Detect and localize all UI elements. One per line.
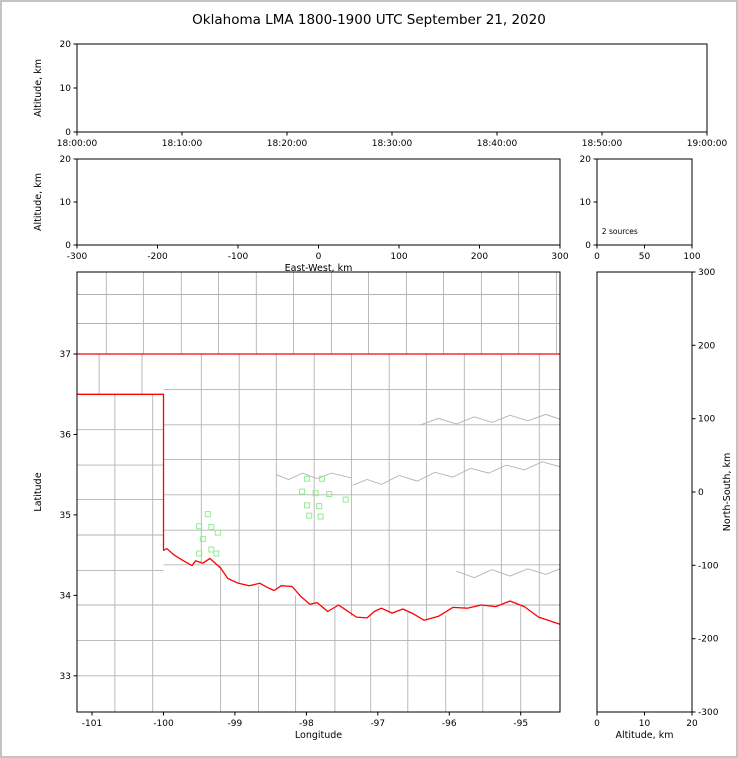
panel-frame bbox=[596, 271, 693, 713]
tick-label: -98 bbox=[299, 719, 314, 729]
lma-source-marker bbox=[342, 496, 349, 503]
tick-label: -100 bbox=[228, 252, 249, 262]
tick-label: -101 bbox=[82, 719, 102, 729]
panel-frame bbox=[76, 158, 561, 246]
panel-frame bbox=[76, 271, 561, 713]
tick-label: 37 bbox=[60, 350, 71, 360]
tick-label: 10 bbox=[580, 198, 592, 208]
tick-label: -100 bbox=[153, 719, 174, 729]
axis-label: East-West, km bbox=[285, 263, 353, 274]
tick-label: 300 bbox=[698, 268, 715, 278]
tick-label: 200 bbox=[471, 252, 488, 262]
tick-label: 0 bbox=[65, 128, 71, 138]
panel-map: -101 -100 -99 -98 -97 -96 -95 33 34 35 36 37 Longitu… bbox=[33, 271, 561, 741]
panel-height_hist: 0 50 100 0 10 20 2 sources bbox=[580, 155, 701, 262]
tick-label: 18:00:00 bbox=[57, 139, 98, 149]
tick-label: -200 bbox=[698, 635, 719, 645]
tick-label: 100 bbox=[683, 252, 700, 262]
tick-label: 200 bbox=[698, 341, 715, 351]
tick-label: 18:50:00 bbox=[582, 139, 623, 149]
lma-source-marker bbox=[319, 475, 326, 482]
lma-source-marker bbox=[196, 550, 203, 557]
lma-source-marker bbox=[316, 503, 323, 510]
tick-label: 0 bbox=[594, 252, 600, 262]
lma-source-marker bbox=[196, 523, 203, 530]
tick-label: 20 bbox=[60, 40, 72, 50]
lma-source-marker bbox=[317, 513, 324, 520]
lma-source-marker bbox=[304, 475, 311, 482]
axis-label: Altitude, km bbox=[33, 59, 44, 117]
axis-label: Altitude, km bbox=[616, 730, 674, 741]
tick-label: 0 bbox=[65, 241, 71, 251]
tick-label: 18:20:00 bbox=[267, 139, 308, 149]
lma-source-marker bbox=[208, 546, 215, 553]
tick-label: 10 bbox=[639, 719, 651, 729]
panel-ew_height: -300 -200 -100 0 100 200 300 0 10 20 East-West, km… bbox=[33, 155, 569, 274]
axis-label: North-South, km bbox=[722, 453, 733, 531]
axis-label: Altitude, km bbox=[33, 173, 44, 231]
lma-source-marker bbox=[208, 524, 215, 530]
lma-source-marker bbox=[204, 511, 211, 518]
tick-label: 100 bbox=[390, 252, 407, 262]
county-boundary-line bbox=[352, 461, 561, 486]
lma-source-marker bbox=[312, 490, 319, 497]
tick-label: 20 bbox=[580, 155, 592, 165]
lma-source-marker bbox=[199, 536, 206, 543]
tick-label: 18:40:00 bbox=[477, 139, 518, 149]
tick-label: -97 bbox=[370, 719, 385, 729]
tick-label: -200 bbox=[147, 252, 168, 262]
lma-source-marker bbox=[306, 512, 313, 519]
tick-label: 0 bbox=[585, 241, 591, 251]
state-border-line bbox=[77, 393, 561, 625]
panel-frame bbox=[76, 43, 708, 133]
tick-label: -96 bbox=[442, 719, 457, 729]
sources-count-label: 2 sources bbox=[602, 227, 638, 236]
tick-label: 20 bbox=[60, 155, 72, 165]
axis-label: Longitude bbox=[295, 730, 342, 741]
tick-label: -100 bbox=[698, 561, 719, 571]
panel-ns_height: 0 10 20-300 -200 -100 0 100 200 300 Altitude, km N… bbox=[594, 268, 733, 741]
tick-label: 20 bbox=[686, 719, 698, 729]
lma-source-marker bbox=[213, 550, 220, 557]
tick-label: 10 bbox=[60, 84, 72, 94]
tick-label: 19:00:00 bbox=[687, 139, 728, 149]
tick-label: 35 bbox=[60, 511, 71, 521]
tick-label: -95 bbox=[513, 719, 528, 729]
axis-label: Latitude bbox=[33, 472, 44, 511]
county-boundary-line bbox=[420, 413, 561, 426]
tick-label: 34 bbox=[60, 591, 72, 601]
tick-label: -99 bbox=[228, 719, 243, 729]
tick-label: 18:30:00 bbox=[372, 139, 413, 149]
tick-label: -300 bbox=[698, 708, 719, 718]
tick-label: 36 bbox=[60, 431, 72, 441]
chart-title: Oklahoma LMA 1800-1900 UTC September 21,… bbox=[192, 12, 546, 28]
tick-label: 100 bbox=[698, 415, 715, 425]
tick-label: 10 bbox=[60, 198, 72, 208]
tick-label: 300 bbox=[551, 252, 568, 262]
lma-source-marker bbox=[326, 491, 333, 497]
tick-label: 0 bbox=[698, 488, 704, 498]
lma-source-marker bbox=[299, 488, 306, 495]
tick-label: 18:10:00 bbox=[162, 139, 203, 149]
panel-time_height: 18:00:00 18:10:00 18:20:00 18:30:00 18:40:00… bbox=[33, 40, 727, 149]
tick-label: -300 bbox=[67, 252, 88, 262]
tick-label: 0 bbox=[316, 252, 322, 262]
county-boundary-line bbox=[456, 568, 561, 579]
lma-source-marker bbox=[214, 529, 221, 536]
tick-label: 50 bbox=[639, 252, 651, 262]
tick-label: 0 bbox=[594, 719, 600, 729]
tick-label: 33 bbox=[60, 672, 71, 682]
lma-source-marker bbox=[304, 502, 311, 509]
